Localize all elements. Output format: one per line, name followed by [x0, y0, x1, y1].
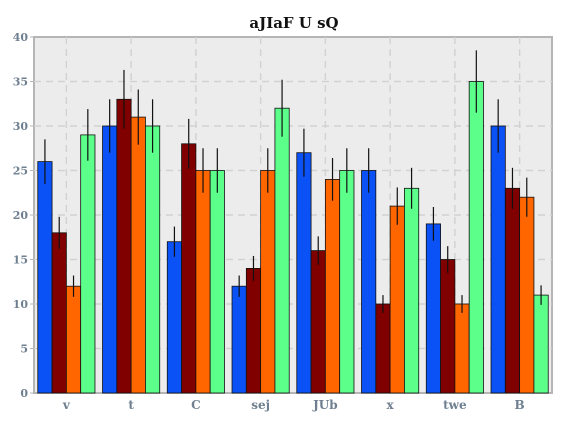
bar [468, 81, 484, 394]
bar [195, 170, 211, 394]
bar [166, 241, 182, 394]
bar [404, 187, 420, 394]
bar [389, 205, 405, 394]
bars-group [37, 81, 549, 394]
bar [245, 267, 262, 394]
y-tick-label: 15 [13, 254, 28, 267]
bar [339, 170, 355, 394]
bar [80, 134, 96, 394]
x-tick-label: v [62, 398, 71, 412]
x-tick-label: B [515, 398, 525, 412]
bar [310, 250, 326, 394]
bar [102, 125, 118, 394]
bar [209, 170, 225, 394]
chart-title: aJIaF U sQ [249, 14, 338, 32]
y-tick-label: 10 [13, 298, 29, 311]
y-tick-label: 40 [13, 31, 29, 44]
bar [116, 98, 132, 394]
x-tick-label: x [387, 398, 395, 412]
x-tick-label: C [191, 398, 201, 412]
bar [519, 196, 535, 394]
bar [260, 170, 276, 394]
bar [361, 170, 377, 394]
y-axis: 0 5 10 15 20 25 30 35 40 [13, 31, 34, 400]
error-bars-group [44, 50, 542, 313]
y-tick-label: 25 [13, 165, 28, 178]
bar [145, 125, 161, 394]
x-tick-label: JUb [312, 398, 338, 412]
bar [375, 303, 391, 394]
y-tick-label: 35 [13, 76, 28, 89]
bar [504, 187, 521, 394]
bar [296, 152, 312, 394]
bar [51, 232, 67, 394]
bar [231, 285, 247, 394]
bar [490, 125, 506, 394]
bar [274, 107, 290, 394]
bar [181, 143, 197, 394]
bar [65, 285, 82, 394]
bar [130, 116, 146, 394]
y-tick-label: 0 [20, 387, 28, 400]
y-tick-label: 5 [20, 343, 28, 356]
y-tick-label: 30 [13, 120, 29, 133]
x-tick-label: sej [251, 398, 270, 412]
bar [37, 161, 53, 394]
bar [533, 294, 549, 394]
bar [454, 303, 470, 394]
x-tick-label: t [128, 398, 134, 412]
bar [440, 259, 456, 394]
bar [324, 178, 341, 394]
y-tick-label: 20 [13, 209, 29, 222]
bar [425, 223, 441, 394]
x-tick-label: twe [443, 398, 467, 412]
